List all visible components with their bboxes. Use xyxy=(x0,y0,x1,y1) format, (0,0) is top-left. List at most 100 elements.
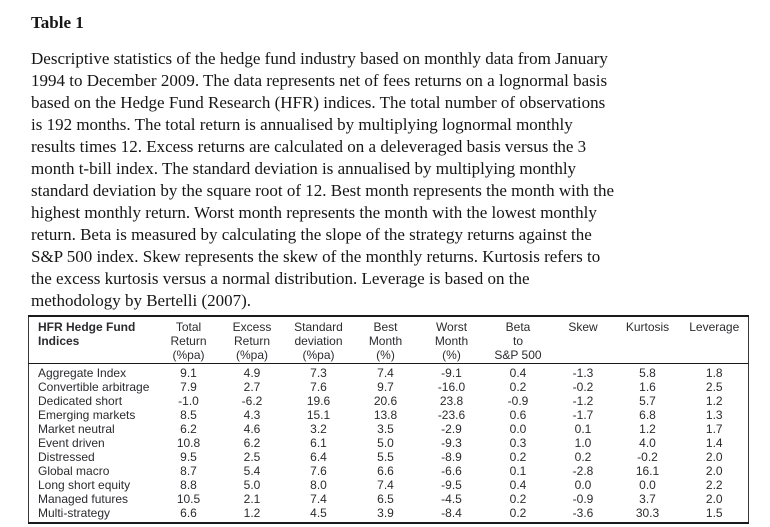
row-label: Global macro xyxy=(38,464,110,478)
cell-value: 0.4 xyxy=(509,478,527,492)
cell-value: 2.0 xyxy=(705,450,723,464)
cell-value: 0.2 xyxy=(574,450,592,464)
cell-value: 2.0 xyxy=(705,464,723,478)
column-header-line: Standard xyxy=(294,320,343,334)
column-header-line: Skew xyxy=(568,320,598,334)
column-header-line: Worst xyxy=(435,320,468,334)
column-header-line: Return xyxy=(233,334,271,348)
row-label: Multi-strategy xyxy=(38,506,111,520)
cell-value: 1.6 xyxy=(639,380,656,394)
row-label-column-header: HFR Hedge Fund Indices xyxy=(28,316,158,364)
row-label: Distressed xyxy=(38,450,95,464)
cell-value: 6.8 xyxy=(639,408,656,422)
table-row: Event driven 10.8 6.2 6.1 5.0 -9.3 0.3 1.0 4.0 1.… xyxy=(29,436,749,450)
column-header: Best Month (%) xyxy=(352,316,419,364)
table-row: Distressed 9.5 2.5 6.4 5.5 -8.9 0.2 0.2 -0.2 2.0 xyxy=(29,450,749,464)
cell-value: -4.5 xyxy=(441,492,462,506)
column-header-line: (%pa) xyxy=(235,348,268,362)
row-label: Long short equity xyxy=(38,478,131,492)
column-header-line: Best xyxy=(373,320,398,334)
cell-value: 0.0 xyxy=(639,478,656,492)
column-header-line: Month xyxy=(434,334,469,348)
cell-value: 0.2 xyxy=(509,506,527,520)
cell-value: 6.4 xyxy=(310,450,327,464)
cell-value: 23.8 xyxy=(439,394,464,408)
column-header: Leverage xyxy=(680,316,749,364)
cell-value: 0.1 xyxy=(509,464,527,478)
cell-value: 7.3 xyxy=(310,366,327,380)
cell-value: 6.1 xyxy=(310,436,327,450)
row-label: Aggregate Index xyxy=(38,366,127,380)
column-header-line: (%) xyxy=(442,348,461,362)
cell-value: 0.1 xyxy=(574,422,592,436)
column-header-line: Leverage xyxy=(689,320,740,334)
cell-value: 7.6 xyxy=(310,464,327,478)
cell-value: 2.0 xyxy=(705,492,723,506)
cell-value: 20.6 xyxy=(373,394,398,408)
cell-value: 15.1 xyxy=(306,408,331,422)
cell-value: 5.5 xyxy=(377,450,394,464)
table-row: Convertible arbitrage 7.9 2.7 7.6 9.7 -16.0 0.… xyxy=(29,380,749,394)
column-header: Kurtosis xyxy=(614,316,681,364)
column-header-line: Beta xyxy=(505,320,531,334)
cell-value: 19.6 xyxy=(306,394,331,408)
cell-value: -1.0 xyxy=(178,394,199,408)
column-header-line: Kurtosis xyxy=(625,320,670,334)
column-header-line: Month xyxy=(368,334,403,348)
cell-value: 5.4 xyxy=(243,464,261,478)
column-header-line: to xyxy=(512,334,523,348)
header-row: HFR Hedge Fund Indices Total Return (%pa) Exc… xyxy=(28,316,749,364)
cell-value: -23.6 xyxy=(437,408,466,422)
cell-value: -16.0 xyxy=(437,380,466,394)
cell-value: -0.9 xyxy=(572,492,594,506)
cell-value: 1.2 xyxy=(243,506,261,520)
cell-value: 7.4 xyxy=(377,478,394,492)
cell-value: 6.2 xyxy=(180,422,197,436)
stats-table: HFR Hedge Fund Indices Total Return (%pa) Exc… xyxy=(28,315,749,524)
cell-value: 6.6 xyxy=(180,506,197,520)
cell-value: 1.0 xyxy=(574,436,592,450)
row-label: Managed futures xyxy=(38,492,129,506)
cell-value: 0.3 xyxy=(509,436,527,450)
cell-value: 8.5 xyxy=(180,408,197,422)
cell-value: -0.2 xyxy=(637,450,658,464)
cell-value: -0.2 xyxy=(572,380,594,394)
cell-value: 30.3 xyxy=(635,506,660,520)
cell-value: 4.3 xyxy=(243,408,261,422)
table-row: Aggregate Index 9.1 4.9 7.3 7.4 -9.1 0.4 -1.3 5.… xyxy=(29,364,749,381)
column-header-line: (%pa) xyxy=(302,348,335,362)
column-header-line: (%pa) xyxy=(172,348,205,362)
row-label: Emerging markets xyxy=(38,408,136,422)
cell-value: -1.7 xyxy=(572,408,594,422)
cell-value: 0.4 xyxy=(509,366,527,380)
cell-value: 7.9 xyxy=(180,380,197,394)
cell-value: 4.5 xyxy=(310,506,327,520)
column-header: Total Return (%pa) xyxy=(157,316,220,364)
table-row: Global macro 8.7 5.4 7.6 6.6 -6.6 0.1 -2.8 16.1 2… xyxy=(29,464,749,478)
column-header: Excess Return (%pa) xyxy=(219,316,285,364)
cell-value: -9.3 xyxy=(441,436,462,450)
cell-value: 8.8 xyxy=(180,478,197,492)
cell-value: -2.8 xyxy=(572,464,594,478)
column-header-line: S&P 500 xyxy=(494,348,542,362)
table-body: Aggregate Index 9.1 4.9 7.3 7.4 -9.1 0.4 -1.3 5.… xyxy=(29,364,749,524)
cell-value: 1.4 xyxy=(705,436,723,450)
row-label: Convertible arbitrage xyxy=(38,380,150,394)
column-header-line: deviation xyxy=(294,334,343,348)
cell-value: 4.9 xyxy=(243,366,261,380)
cell-value: 5.8 xyxy=(639,366,656,380)
table-row: Dedicated short -1.0 -6.2 19.6 20.6 23.8 -0.9 -… xyxy=(29,394,749,408)
cell-value: 9.7 xyxy=(377,380,394,394)
cell-value: -6.6 xyxy=(441,464,462,478)
cell-value: 3.5 xyxy=(377,422,394,436)
cell-value: 2.1 xyxy=(243,492,261,506)
cell-value: 5.7 xyxy=(639,394,656,408)
cell-value: 9.1 xyxy=(180,366,197,380)
cell-value: 3.2 xyxy=(310,422,327,436)
column-header-line: Total xyxy=(175,320,202,334)
cell-value: -9.1 xyxy=(441,366,462,380)
cell-value: -2.9 xyxy=(441,422,462,436)
column-header: Beta to S&P 500 xyxy=(484,316,552,364)
table-row: Managed futures 10.5 2.1 7.4 6.5 -4.5 0.2 -0.9 3… xyxy=(29,492,749,506)
cell-value: 3.9 xyxy=(377,506,394,520)
